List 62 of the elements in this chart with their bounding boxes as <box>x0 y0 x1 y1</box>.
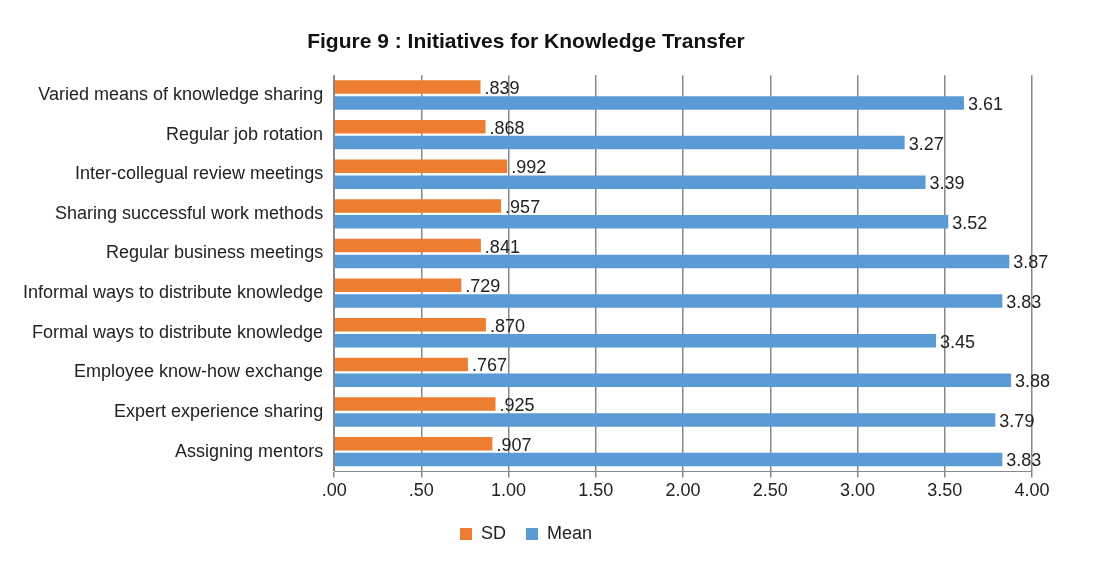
x-tick-label: .00 <box>321 480 347 501</box>
bar <box>334 135 905 150</box>
bar <box>334 278 462 292</box>
bar <box>334 159 508 174</box>
x-tick-label: .50 <box>408 480 434 501</box>
bar <box>334 436 493 451</box>
y-tick-label: Formal ways to distribute knowledge <box>32 321 324 342</box>
data-label: 3.61 <box>967 93 1004 114</box>
data-label: .957 <box>505 196 541 217</box>
bar <box>334 318 486 332</box>
x-tick-label: 1.50 <box>578 480 614 501</box>
bar <box>334 333 937 348</box>
data-label: .729 <box>465 276 501 297</box>
bar <box>334 80 481 94</box>
bar <box>334 294 1003 308</box>
bar <box>334 397 496 411</box>
y-tick-label: Employee know-how exchange <box>73 361 324 382</box>
data-label: 3.87 <box>1013 252 1049 273</box>
x-tick-label: 2.50 <box>752 480 788 501</box>
bar <box>334 254 1010 269</box>
data-label: .841 <box>484 236 520 257</box>
bar <box>334 357 468 372</box>
data-label: 3.27 <box>908 133 944 154</box>
data-label: .868 <box>489 117 525 138</box>
y-tick-label: Sharing successful work methods <box>55 202 324 223</box>
y-tick-label: Expert experience sharing <box>114 400 324 421</box>
bar <box>334 119 486 134</box>
x-tick-label: 1.00 <box>491 480 527 501</box>
data-label: .767 <box>471 355 508 376</box>
data-label: .870 <box>489 315 525 336</box>
data-label: 3.52 <box>952 212 988 233</box>
chart-title: Figure 9 : Initiatives for Knowledge Transfer <box>307 29 745 53</box>
bar <box>334 199 502 213</box>
y-tick-label: Regular business meetings <box>106 242 324 263</box>
y-tick-label: Inter-collegual review meetings <box>75 163 324 184</box>
data-label: .992 <box>511 157 547 178</box>
data-label: 3.39 <box>929 173 965 194</box>
data-label: 3.83 <box>1006 450 1042 471</box>
data-label: 3.83 <box>1006 292 1042 312</box>
legend-label: Mean <box>546 522 593 543</box>
bar <box>334 452 1003 467</box>
data-label: 3.45 <box>940 331 976 352</box>
x-tick-label: 4.00 <box>1014 480 1050 501</box>
bar <box>334 238 481 253</box>
bar <box>334 413 996 427</box>
data-label: .839 <box>484 78 520 99</box>
x-tick-label: 3.00 <box>840 480 876 501</box>
x-tick-label: 2.00 <box>665 480 701 501</box>
data-label: 3.79 <box>999 410 1035 431</box>
legend-label: SD <box>480 522 506 543</box>
bar <box>334 215 949 229</box>
bar <box>334 175 926 189</box>
data-label: 3.88 <box>1015 371 1051 392</box>
data-label: .907 <box>496 434 532 455</box>
bar <box>334 373 1012 388</box>
data-label: .925 <box>499 395 535 416</box>
bar <box>334 96 964 110</box>
y-tick-label: Informal ways to distribute knowledge <box>22 282 324 303</box>
y-tick-label: Regular job rotation <box>166 123 324 144</box>
y-tick-label: Varied means of knowledge sharing <box>38 83 324 104</box>
x-tick-label: 3.50 <box>927 480 963 501</box>
y-tick-label: Assigning mentors <box>175 440 324 461</box>
